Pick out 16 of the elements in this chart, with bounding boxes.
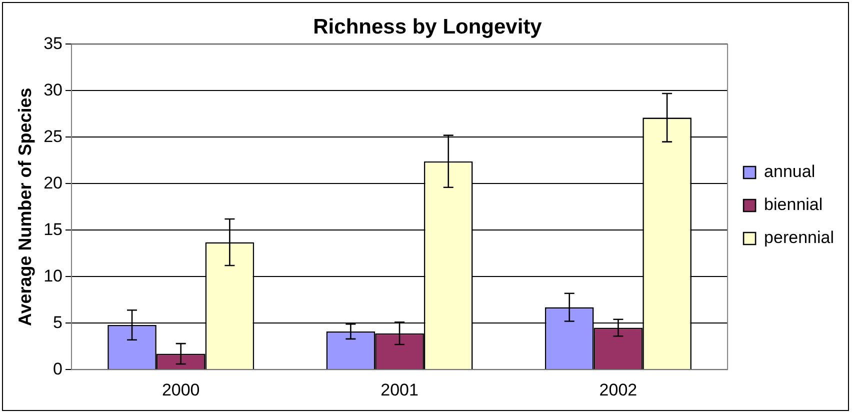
y-tick-label: 5 bbox=[53, 312, 63, 332]
y-tick-label: 35 bbox=[44, 34, 63, 53]
y-tick-label: 0 bbox=[53, 359, 63, 378]
y-tick-label: 25 bbox=[44, 126, 63, 146]
y-tick-label: 30 bbox=[44, 80, 63, 100]
legend-label: perennial bbox=[764, 228, 834, 248]
legend-label: annual bbox=[764, 162, 816, 182]
x-tick-label: 2002 bbox=[599, 380, 638, 400]
legend-label: biennial bbox=[764, 195, 823, 214]
x-tick-label: 2001 bbox=[380, 380, 418, 400]
y-axis-title: Average Number of Species bbox=[14, 88, 35, 326]
y-tick-label: 15 bbox=[44, 220, 63, 239]
y-tick-label: 10 bbox=[44, 266, 63, 286]
y-tick-label: 20 bbox=[44, 173, 63, 192]
x-tick-label: 2000 bbox=[162, 380, 200, 400]
chart-title: Richness by Longevity bbox=[313, 15, 542, 38]
